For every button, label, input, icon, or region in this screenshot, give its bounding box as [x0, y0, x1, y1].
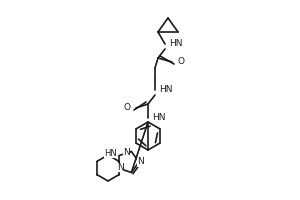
Text: O: O [177, 56, 184, 66]
Text: HN: HN [169, 40, 182, 48]
Text: HN: HN [159, 86, 172, 95]
Text: O: O [124, 102, 131, 112]
Text: N: N [136, 158, 143, 166]
Text: HN: HN [104, 149, 117, 158]
Text: N: N [123, 148, 129, 157]
Text: N: N [117, 163, 124, 172]
Text: HN: HN [152, 114, 166, 122]
